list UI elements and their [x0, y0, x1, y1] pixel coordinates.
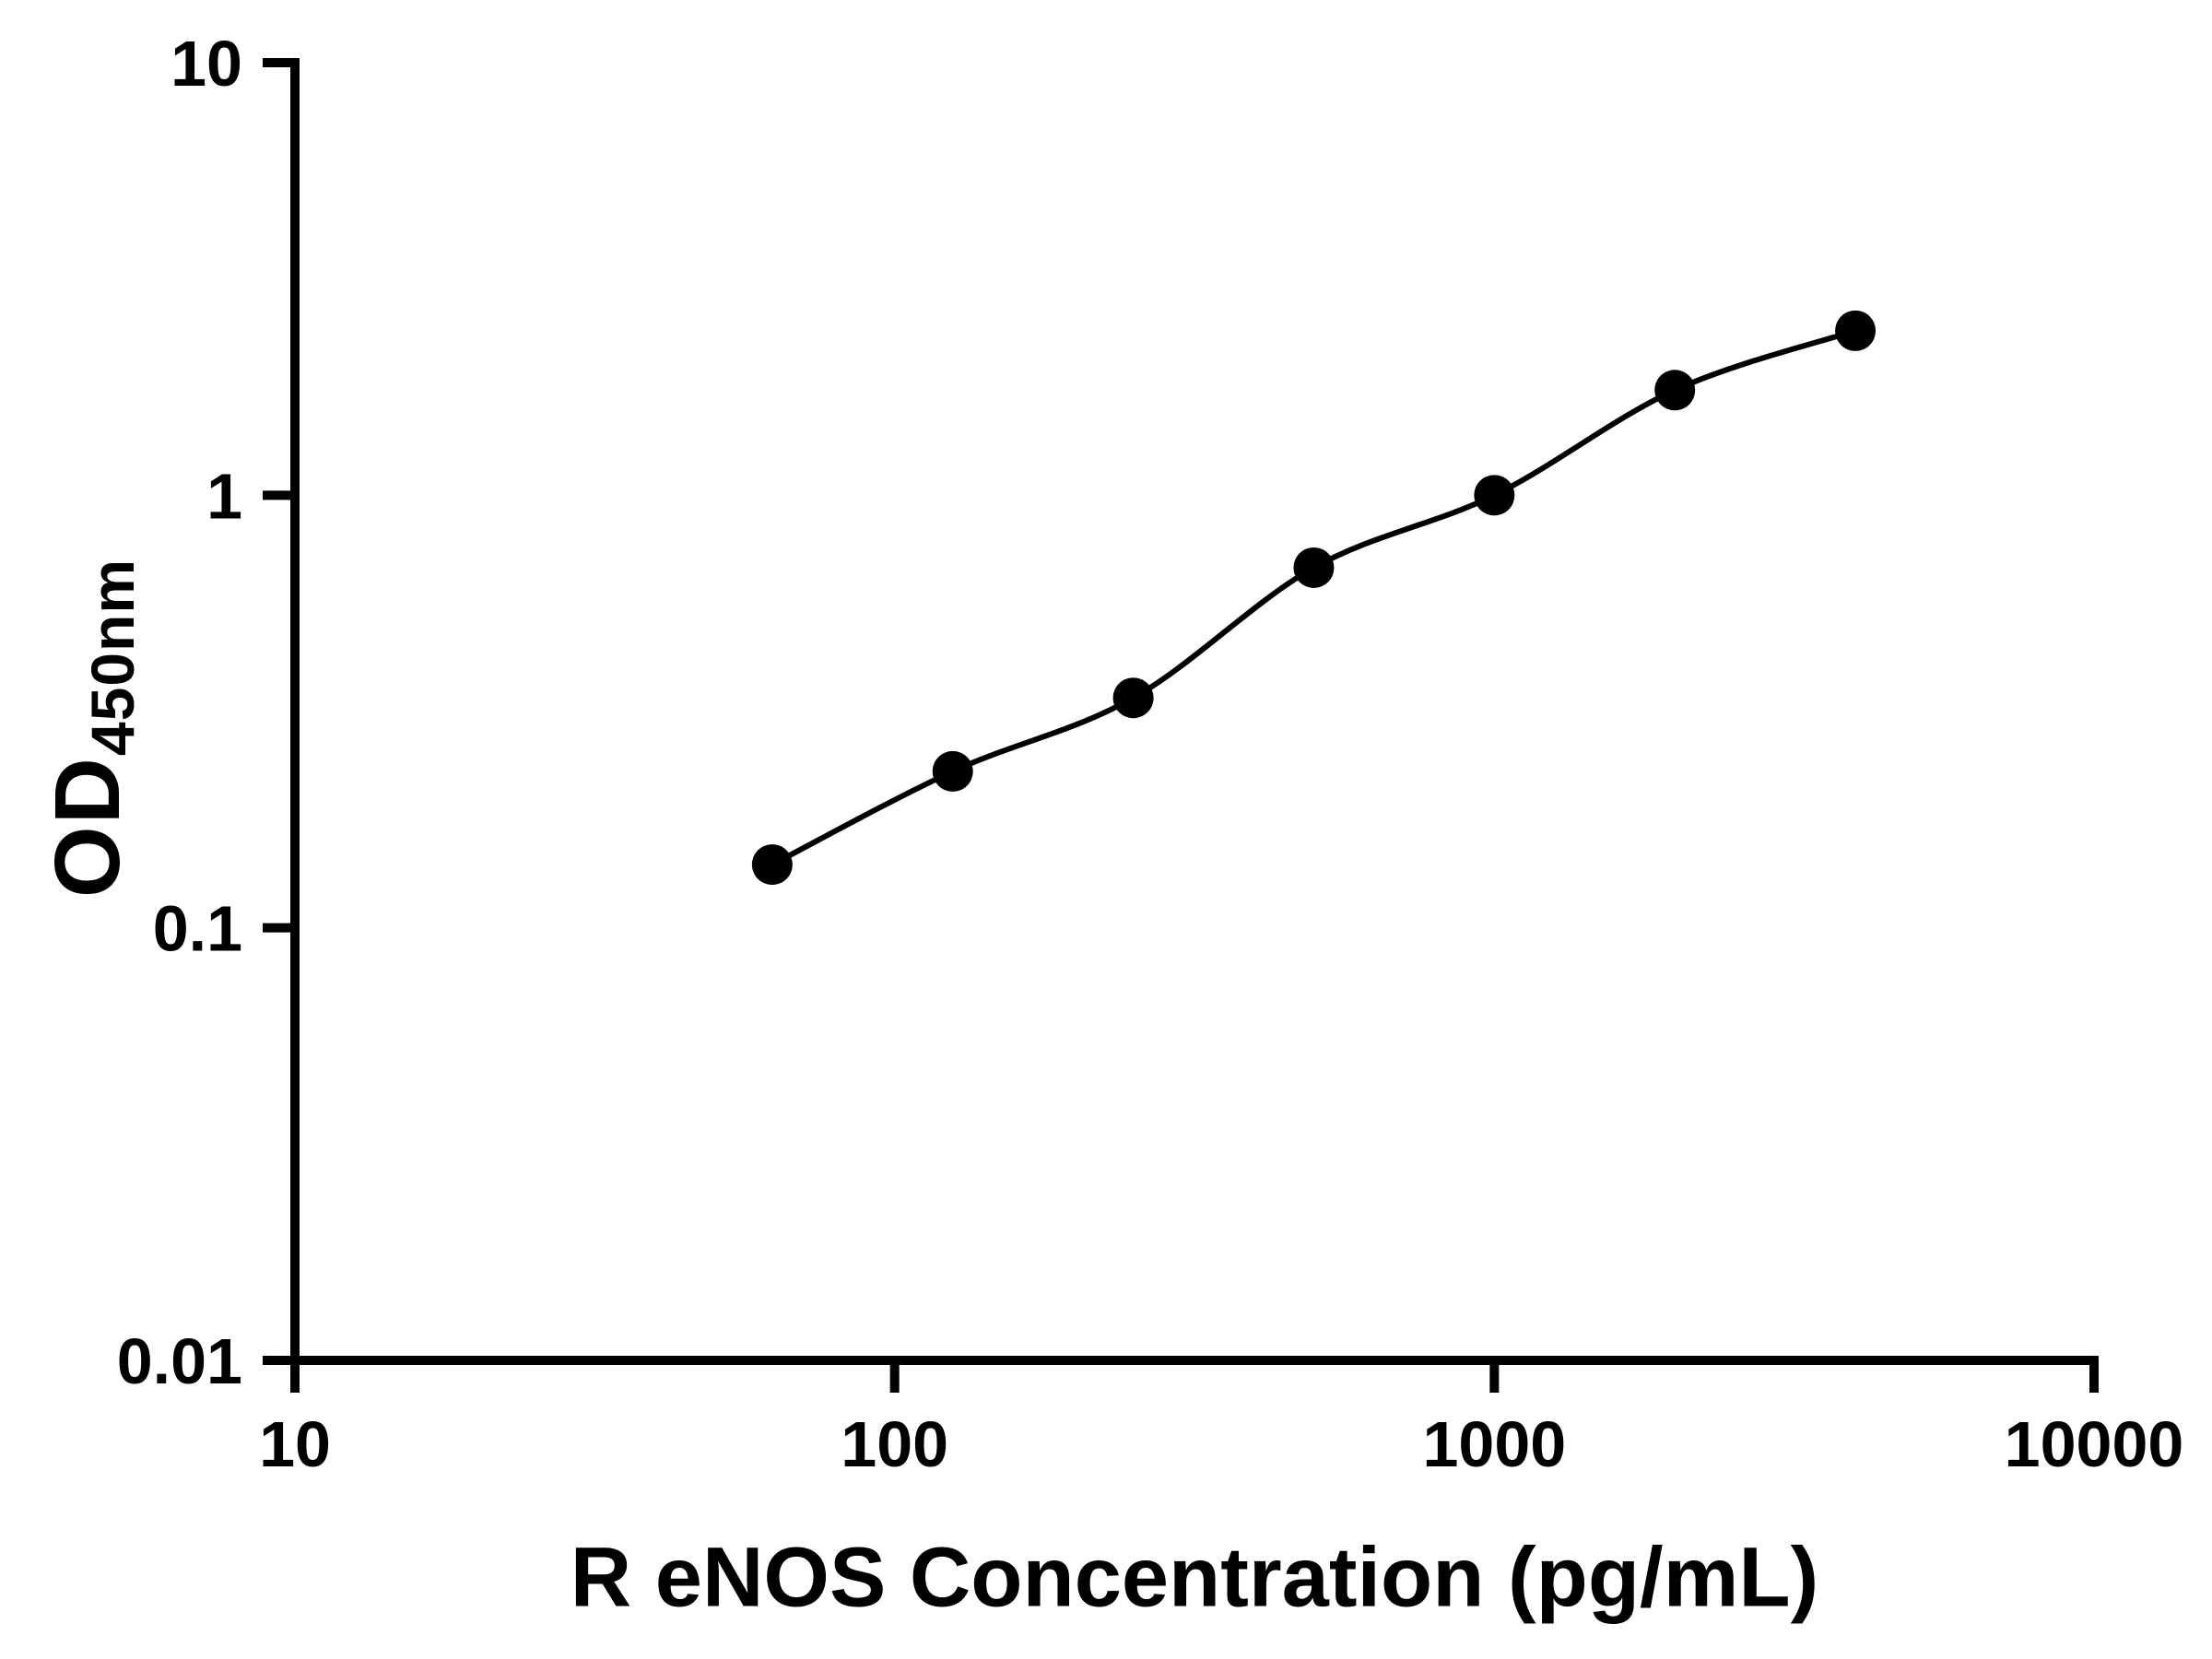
data-point-marker	[1293, 547, 1335, 588]
data-point-marker	[751, 844, 793, 886]
x-axis-tick-label: 1000	[1422, 1408, 1566, 1480]
x-axis-tick-label: 100	[841, 1408, 948, 1480]
y-axis-title-subscript: 450nm	[78, 558, 147, 757]
y-axis-title: OD450nm	[36, 559, 147, 898]
y-axis-tick-label: 1	[206, 460, 242, 532]
data-point-marker	[1474, 475, 1515, 516]
x-axis-tick-label: 10000	[2005, 1408, 2184, 1480]
data-point-marker	[1835, 310, 1877, 351]
x-axis-tick-label: 10	[259, 1408, 331, 1480]
y-axis-title-main: OD	[36, 756, 139, 899]
y-axis-tick-label: 0.01	[117, 1325, 242, 1397]
data-point-marker	[1112, 677, 1154, 719]
y-axis-tick-label: 10	[171, 28, 242, 100]
y-axis-tick-label: 0.1	[153, 893, 242, 965]
axes-frame	[290, 58, 2099, 1365]
standard-curve-line	[771, 328, 1857, 867]
data-point-marker	[1654, 370, 1696, 411]
x-axis-title: R eNOS Concentration (pg/mL)	[570, 1530, 1819, 1625]
data-point-marker	[932, 750, 973, 792]
